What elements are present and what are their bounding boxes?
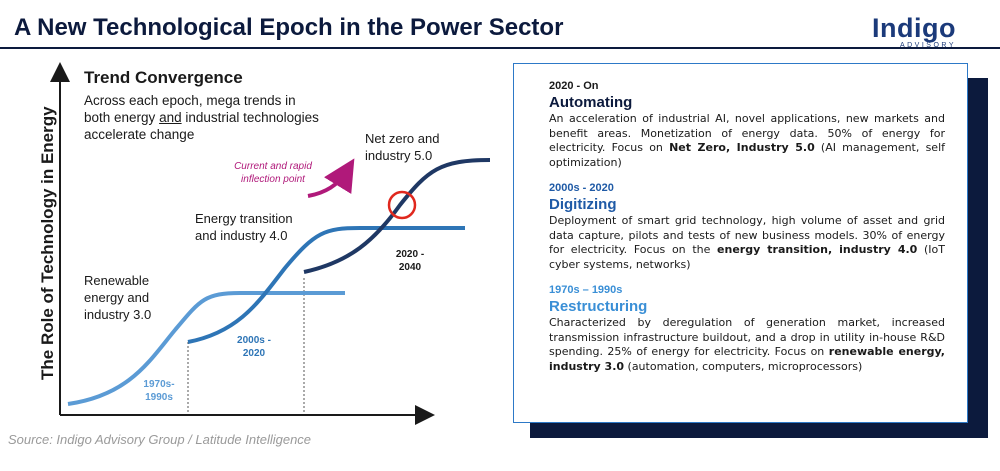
curve-2000s [187,226,465,344]
epoch-panel: 2020 - On Automating An acceleration of … [513,63,968,423]
epoch-automating: 2020 - On Automating An acceleration of … [549,80,945,170]
epoch-name: Automating [549,94,633,111]
title-rule [0,47,1000,49]
label-net-zero: Net zero and industry 5.0 [365,131,440,163]
label-energy-transition: Energy transition and industry 4.0 [195,211,293,243]
indigo-logo: Indigo ADVISORY [872,14,956,49]
epoch-name: Restructuring [549,298,648,315]
epoch-digitizing: 2000s - 2020 Digitizing Deployment of sm… [549,182,945,272]
label-inflection: Current and rapid inflection point [234,161,312,185]
curve-1970s [67,291,345,406]
period-2020s: 2020 - 2040 [395,249,425,273]
epoch-name: Digitizing [549,196,617,213]
epoch-diagram [50,62,491,425]
epoch-body: Characterized by deregulation of generat… [549,316,945,373]
epoch-date: 2000s - 2020 [549,182,614,194]
epoch-restructuring: 1970s – 1990s Restructuring Characterize… [549,284,945,374]
period-1970s: 1970s- 1990s [143,379,175,403]
inflection-circle [387,190,417,220]
label-renewable: Renewable energy and industry 3.0 [84,273,152,322]
page-title: A New Technological Epoch in the Power S… [14,14,564,41]
trend-description: Across each epoch, mega trends in both e… [84,93,319,142]
epoch-body: An acceleration of industrial AI, novel … [549,112,945,169]
period-2000s: 2000s - 2020 [237,335,271,359]
epoch-date: 2020 - On [549,80,599,92]
logo-word: Indigo [872,13,956,43]
epoch-date: 1970s – 1990s [549,284,623,296]
trend-title: Trend Convergence [84,68,243,87]
logo-subtitle: ADVISORY [899,42,956,49]
y-axis-label: The Role of Technology in Energy [38,106,57,380]
inflection-arrow [307,158,355,198]
curve-2020s [303,158,491,274]
source-note: Source: Indigo Advisory Group / Latitude… [8,432,312,447]
epoch-body: Deployment of smart grid technology, hig… [549,214,945,271]
